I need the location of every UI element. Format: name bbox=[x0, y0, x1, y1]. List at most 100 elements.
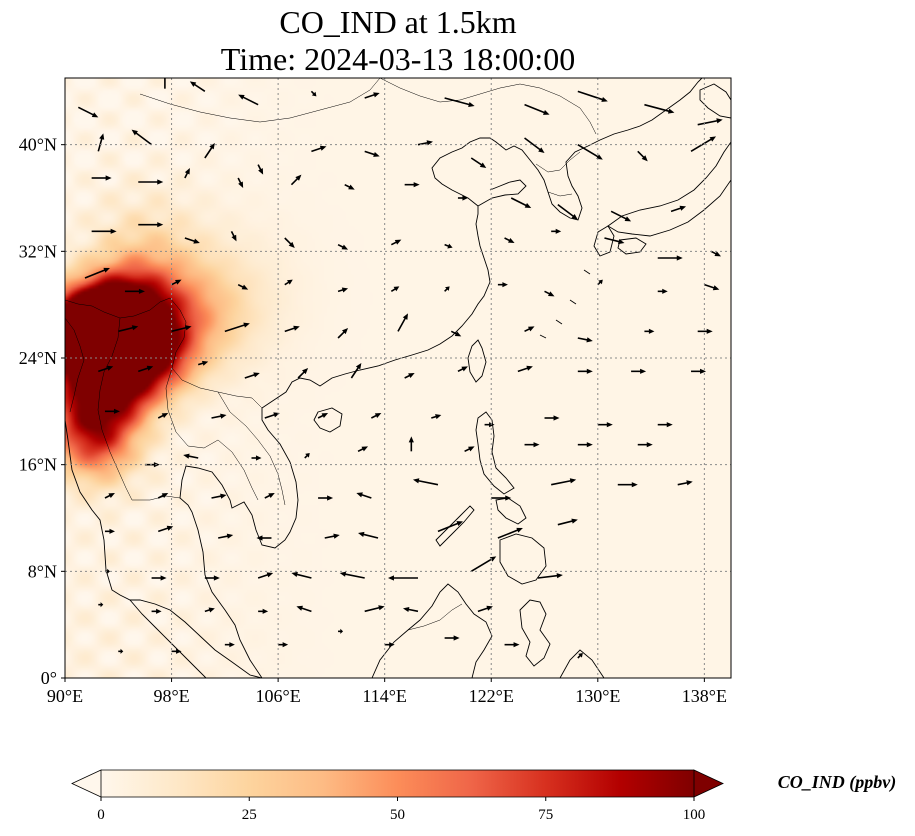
wind-arrow-head bbox=[489, 556, 497, 562]
wind-arrow-shaft bbox=[295, 573, 312, 579]
coastlines bbox=[65, 78, 731, 678]
wind-arrow-head bbox=[631, 482, 638, 488]
wind-arrow-shaft bbox=[360, 493, 372, 499]
wind-arrow bbox=[338, 628, 344, 634]
wind-arrow bbox=[577, 653, 583, 659]
shandong-coastline bbox=[477, 179, 527, 207]
wind-arrow bbox=[204, 143, 215, 159]
wind-arrow-head bbox=[339, 571, 347, 577]
wind-arrow bbox=[98, 602, 104, 608]
wind-arrow bbox=[697, 328, 713, 334]
wind-arrow bbox=[256, 535, 272, 541]
wind-arrow-head bbox=[109, 528, 115, 534]
wind-arrow-head bbox=[709, 136, 717, 142]
wind-arrow-head bbox=[131, 129, 138, 136]
wind-arrow bbox=[171, 279, 182, 286]
wind-arrow-shaft bbox=[397, 317, 407, 332]
wind-arrow bbox=[404, 373, 415, 379]
lat-tick-label: 8°N bbox=[28, 561, 57, 581]
wind-arrow-shaft bbox=[577, 90, 604, 101]
wind-arrow bbox=[597, 422, 613, 428]
wind-arrow bbox=[431, 414, 442, 420]
wind-arrow-head bbox=[166, 525, 174, 531]
wind-arrow-shaft bbox=[470, 558, 493, 573]
wind-arrow bbox=[211, 413, 227, 419]
wind-arrow-head bbox=[253, 372, 260, 378]
wind-arrow bbox=[98, 365, 114, 373]
wind-arrow-head bbox=[327, 495, 334, 501]
wind-arrow bbox=[184, 168, 190, 179]
visayas-coastline bbox=[495, 497, 527, 525]
colorbar-tick-label: 50 bbox=[390, 807, 405, 823]
thailand-border bbox=[165, 367, 259, 501]
wind-arrow bbox=[544, 290, 555, 297]
wind-arrow-shaft bbox=[344, 573, 365, 579]
wind-arrow bbox=[524, 442, 540, 448]
wind-arrow-shaft bbox=[551, 479, 572, 486]
wind-arrow-head bbox=[402, 606, 410, 613]
mainland-coastline bbox=[65, 78, 703, 678]
wind-arrow-head bbox=[679, 205, 687, 211]
wind-arrow-head bbox=[293, 325, 300, 331]
wind-arrow bbox=[477, 605, 493, 613]
palawan-coastline bbox=[435, 505, 475, 547]
wind-arrow bbox=[344, 183, 355, 190]
wind-arrow bbox=[91, 228, 117, 234]
wind-arrow-shaft bbox=[98, 367, 109, 373]
wind-arrow-head bbox=[110, 228, 117, 234]
wind-arrow bbox=[251, 455, 262, 461]
wind-arrow-head bbox=[156, 608, 162, 614]
wind-arrow bbox=[417, 140, 433, 146]
wind-arrow-head bbox=[526, 365, 533, 371]
wind-arrow bbox=[258, 608, 269, 614]
wind-arrow-head bbox=[91, 112, 99, 118]
wind-arrow-head bbox=[356, 492, 363, 498]
wind-arrow bbox=[504, 642, 520, 648]
wind-arrow-head bbox=[319, 145, 327, 151]
wind-arrow-head bbox=[340, 628, 344, 634]
wind-arrow-shaft bbox=[211, 495, 222, 499]
gridlines bbox=[64, 78, 731, 679]
wind-arrow bbox=[387, 575, 418, 581]
wind-arrow bbox=[444, 635, 460, 641]
wind-arrow-shaft bbox=[157, 527, 169, 533]
wind-arrow-head bbox=[108, 493, 115, 499]
wind-arrow-shaft bbox=[337, 330, 346, 339]
wind-arrow bbox=[484, 422, 495, 428]
wind-arrow bbox=[444, 286, 450, 292]
wind-arrow-shaft bbox=[350, 366, 360, 379]
wind-arrow-head bbox=[571, 213, 578, 220]
wind-arrow bbox=[577, 337, 593, 343]
wind-arrow-head bbox=[502, 282, 508, 288]
wind-arrow bbox=[257, 572, 274, 579]
wind-arrow-head bbox=[238, 181, 244, 188]
wind-arrow-head bbox=[586, 442, 593, 448]
colorbar-label: CO_IND (ppbv) bbox=[778, 772, 897, 793]
mongolia-border bbox=[139, 78, 381, 123]
wind-arrow bbox=[278, 642, 289, 648]
lon-tick-label: 130°E bbox=[575, 686, 620, 706]
wind-arrow-head bbox=[468, 101, 475, 107]
taiwan-coastline bbox=[467, 339, 487, 383]
wind-arrow-shaft bbox=[477, 607, 489, 613]
wind-arrow-head bbox=[341, 244, 349, 250]
wind-arrow-head bbox=[453, 635, 460, 641]
wind-arrow bbox=[457, 366, 468, 373]
wind-arrow-head bbox=[508, 237, 515, 243]
wind-arrow bbox=[138, 365, 154, 373]
wind-arrow bbox=[171, 325, 192, 333]
lat-tick-label: 32°N bbox=[19, 241, 57, 261]
wind-arrow bbox=[557, 204, 578, 220]
wind-arrow-shaft bbox=[537, 574, 559, 579]
wind-arrow-shaft bbox=[311, 147, 323, 153]
wind-arrow bbox=[470, 556, 497, 573]
wind-arrow-head bbox=[157, 179, 164, 185]
wind-arrow bbox=[164, 78, 166, 89]
wind-arrow-shaft bbox=[444, 97, 471, 106]
wind-arrow-shaft bbox=[257, 573, 269, 579]
wind-arrow bbox=[238, 94, 259, 106]
wind-arrow-head bbox=[445, 286, 450, 291]
wind-arrow bbox=[470, 157, 487, 168]
wind-arrow bbox=[304, 453, 310, 459]
wind-arrow-head bbox=[255, 455, 262, 461]
